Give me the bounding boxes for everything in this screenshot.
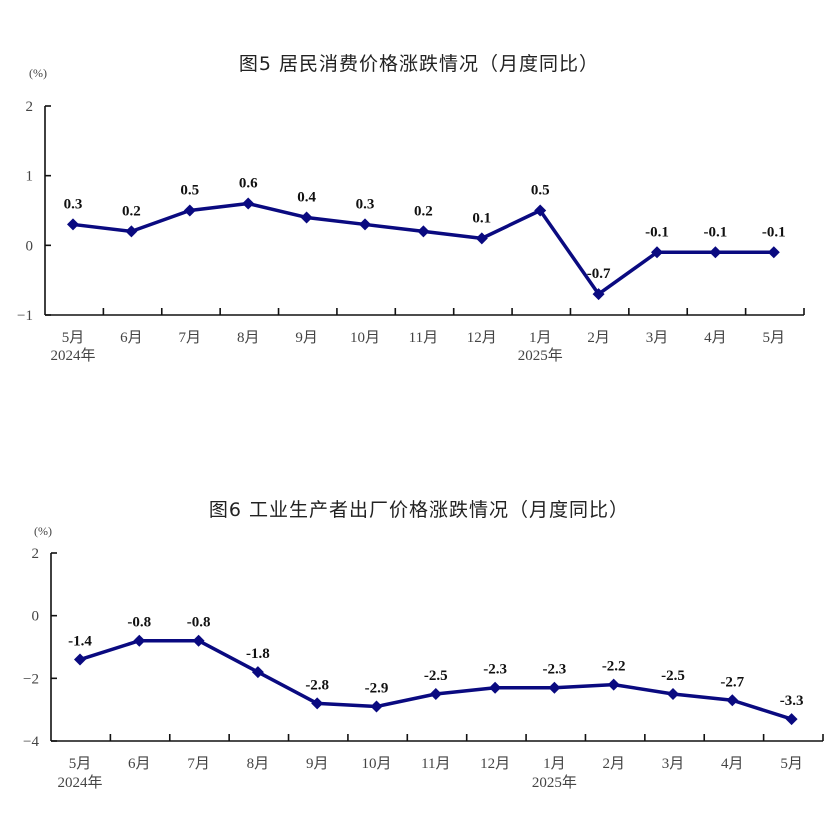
x-axis-year-label: 2025年 <box>518 347 563 364</box>
x-axis-category-label: 1月 <box>543 756 566 772</box>
diamond-marker-icon <box>651 246 663 259</box>
data-point-label: 0.4 <box>297 189 316 205</box>
x-axis-category-label: 12月 <box>480 756 510 772</box>
diamond-marker-icon <box>300 211 313 224</box>
diamond-marker-icon <box>429 688 442 700</box>
x-axis-category-label: 8月 <box>247 756 270 772</box>
data-point-label: -2.2 <box>602 659 626 675</box>
data-point-label: -3.3 <box>780 693 804 709</box>
x-axis-year-label: 2024年 <box>57 774 102 791</box>
x-axis-category-label: 6月 <box>128 756 151 772</box>
diamond-marker-icon <box>192 634 205 647</box>
y-axis-tick-label: 0 <box>26 238 34 254</box>
chart-5-title: 图5 居民消费价格涨跌情况（月度同比） <box>238 53 600 75</box>
x-axis-year-label: 2024年 <box>50 347 95 364</box>
y-axis-tick-label: 2 <box>32 546 40 562</box>
diamond-marker-icon <box>183 204 196 217</box>
y-axis-tick-label: 0 <box>32 609 40 625</box>
x-axis-category-label: 5月 <box>763 330 786 346</box>
data-point-label: 0.2 <box>122 203 141 219</box>
x-axis-year-label: 2025年 <box>532 774 577 791</box>
data-point-label: -2.9 <box>365 681 389 697</box>
y-axis-unit-label: (%) <box>34 524 52 538</box>
x-axis-category-label: 2月 <box>602 756 625 772</box>
data-point-label: -2.8 <box>305 677 329 693</box>
x-axis-category-label: 10月 <box>361 756 391 772</box>
x-axis-category-label: 4月 <box>704 330 727 346</box>
diamond-marker-icon <box>548 681 561 694</box>
data-point-label: -2.3 <box>483 662 507 678</box>
x-axis-category-label: 7月 <box>187 756 210 772</box>
diamond-marker-icon <box>417 225 430 238</box>
data-point-label: 0.3 <box>356 196 375 212</box>
x-axis-category-label: 4月 <box>721 756 744 772</box>
data-point-label: -0.1 <box>704 224 728 240</box>
data-point-label: -0.7 <box>587 266 611 282</box>
diamond-marker-icon <box>607 678 620 691</box>
data-point-label: -0.1 <box>762 224 786 240</box>
data-point-label: 0.1 <box>472 210 491 226</box>
diamond-marker-icon <box>534 204 547 217</box>
data-point-label: -1.8 <box>246 646 270 662</box>
data-point-label: 0.2 <box>414 203 433 219</box>
x-axis-category-label: 12月 <box>467 330 497 346</box>
diamond-marker-icon <box>251 666 264 679</box>
data-point-label: -0.8 <box>187 615 211 631</box>
data-point-label: 0.6 <box>239 176 258 192</box>
diamond-marker-icon <box>709 246 722 259</box>
data-point-label: -2.5 <box>424 668 448 684</box>
diamond-marker-icon <box>242 197 255 210</box>
data-point-label: -2.3 <box>543 662 567 678</box>
x-axis-category-label: 1月 <box>529 330 552 346</box>
diamond-marker-icon <box>370 700 383 713</box>
x-axis-category-label: 10月 <box>350 330 380 346</box>
y-axis-unit-label: (%) <box>29 66 47 80</box>
data-point-label: -2.7 <box>720 674 744 690</box>
x-axis-category-label: 5月 <box>780 756 803 772</box>
diamond-marker-icon <box>125 225 138 238</box>
x-axis-category-label: 5月 <box>69 756 92 772</box>
x-axis-category-label: 3月 <box>646 330 669 346</box>
data-point-label: 0.3 <box>64 196 83 212</box>
y-axis-tick-label: −2 <box>23 671 39 687</box>
x-axis-category-label: 11月 <box>409 330 438 346</box>
diamond-marker-icon <box>592 288 605 301</box>
x-axis-category-label: 9月 <box>306 756 329 772</box>
data-point-label: 0.5 <box>531 183 550 199</box>
y-axis-tick-label: −1 <box>17 308 33 324</box>
data-point-label: -0.8 <box>127 615 151 631</box>
y-axis-tick-label: 2 <box>26 99 34 115</box>
x-axis-category-label: 2月 <box>587 330 610 346</box>
data-point-label: -2.5 <box>661 668 685 684</box>
y-axis-tick-label: −4 <box>23 734 39 750</box>
chart-6-title: 图6 工业生产者出厂价格涨跌情况（月度同比） <box>208 499 630 521</box>
data-point-label: 0.5 <box>180 183 199 199</box>
diamond-marker-icon <box>475 232 488 245</box>
diamond-marker-icon <box>67 218 79 231</box>
x-axis-category-label: 3月 <box>662 756 685 772</box>
data-point-label: -1.4 <box>68 634 92 650</box>
diamond-marker-icon <box>74 653 86 666</box>
diamond-marker-icon <box>311 697 324 710</box>
y-axis-tick-label: 1 <box>26 169 34 185</box>
diamond-marker-icon <box>133 634 146 647</box>
x-axis-category-label: 6月 <box>120 330 143 346</box>
x-axis-category-label: 11月 <box>421 756 450 772</box>
x-axis-category-label: 9月 <box>295 330 318 346</box>
data-point-label: -0.1 <box>645 224 669 240</box>
x-axis-category-label: 5月 <box>62 330 85 346</box>
x-axis-category-label: 7月 <box>179 330 202 346</box>
diamond-marker-icon <box>726 694 739 707</box>
diamond-marker-icon <box>767 246 780 259</box>
diamond-marker-icon <box>359 218 371 231</box>
diamond-marker-icon <box>489 681 502 694</box>
x-axis-category-label: 8月 <box>237 330 260 346</box>
diamond-marker-icon <box>667 688 679 700</box>
cpi-line-chart: (%)210−15月 6月 7月 8月 9月 10月 11月 12月 1月 2月 3月 4月 5月202… <box>17 66 805 364</box>
diamond-marker-icon <box>785 713 798 726</box>
